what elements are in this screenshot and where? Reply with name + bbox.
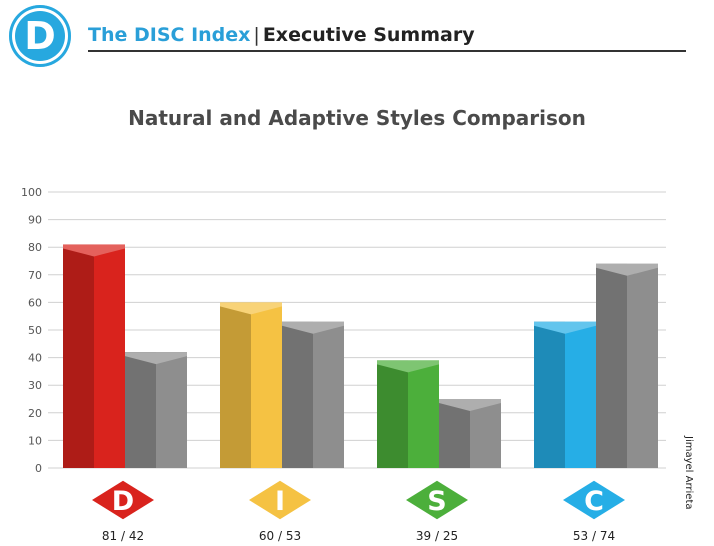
y-tick-label: 40 <box>28 352 42 365</box>
y-tick-label: 30 <box>28 379 42 392</box>
bar-natural-c-face <box>565 321 596 468</box>
value-label: 60 / 53 <box>259 529 301 543</box>
y-tick-label: 10 <box>28 434 42 447</box>
y-tick-label: 90 <box>28 214 42 227</box>
brand-name: The DISC Index <box>88 24 251 46</box>
bar-adaptive-d <box>125 352 156 468</box>
bar-natural-s <box>377 360 408 468</box>
page-subtitle: Executive Summary <box>262 24 475 46</box>
bar-adaptive-s-face <box>470 399 501 468</box>
value-label: 39 / 25 <box>416 529 458 543</box>
disc-logo: D <box>9 5 71 67</box>
category-label: D <box>112 486 134 517</box>
bar-natural-d-face <box>94 244 125 468</box>
author-credit: Jimayel Arrieta <box>683 436 694 510</box>
category-diamond-c <box>563 480 625 520</box>
bar-adaptive-d-face <box>156 352 187 468</box>
header-separator: | <box>253 24 260 46</box>
bar-adaptive-c-top <box>596 263 658 276</box>
y-tick-label: 50 <box>28 324 42 337</box>
value-label: 81 / 42 <box>102 529 144 543</box>
bar-adaptive-c-face <box>627 263 658 468</box>
category-label: I <box>275 486 285 517</box>
bar-natural-s-top <box>377 360 439 373</box>
category-diamond-d <box>92 480 154 520</box>
header-divider <box>88 50 686 52</box>
value-label: 53 / 74 <box>573 529 615 543</box>
bar-natural-c <box>534 321 565 468</box>
y-tick-label: 100 <box>21 186 42 199</box>
chart-title: Natural and Adaptive Styles Comparison <box>128 106 586 130</box>
bar-adaptive-i <box>282 321 313 468</box>
bar-adaptive-i-face <box>313 321 344 468</box>
bar-natural-i <box>220 302 251 468</box>
page-header: The DISC Index | Executive Summary <box>88 22 475 48</box>
category-label: C <box>584 486 604 517</box>
bar-natural-d <box>63 244 94 468</box>
bar-natural-c-top <box>534 321 596 334</box>
y-tick-label: 20 <box>28 407 42 420</box>
bar-natural-d-top <box>63 244 125 257</box>
bar-natural-i-face <box>251 302 282 468</box>
bar-adaptive-s <box>439 399 470 468</box>
category-label: S <box>427 486 446 517</box>
bar-adaptive-i-top <box>282 321 344 334</box>
bar-natural-i-top <box>220 302 282 315</box>
y-tick-label: 60 <box>28 296 42 309</box>
bar-natural-s-face <box>408 360 439 468</box>
bar-adaptive-s-top <box>439 399 501 411</box>
y-tick-label: 0 <box>35 462 42 475</box>
category-diamond-i <box>249 480 311 520</box>
bar-adaptive-c <box>596 263 627 468</box>
y-tick-label: 80 <box>28 241 42 254</box>
category-diamond-s <box>406 480 468 520</box>
bar-adaptive-d-top <box>125 352 187 365</box>
logo-letter: D <box>24 14 56 58</box>
y-tick-label: 70 <box>28 269 42 282</box>
